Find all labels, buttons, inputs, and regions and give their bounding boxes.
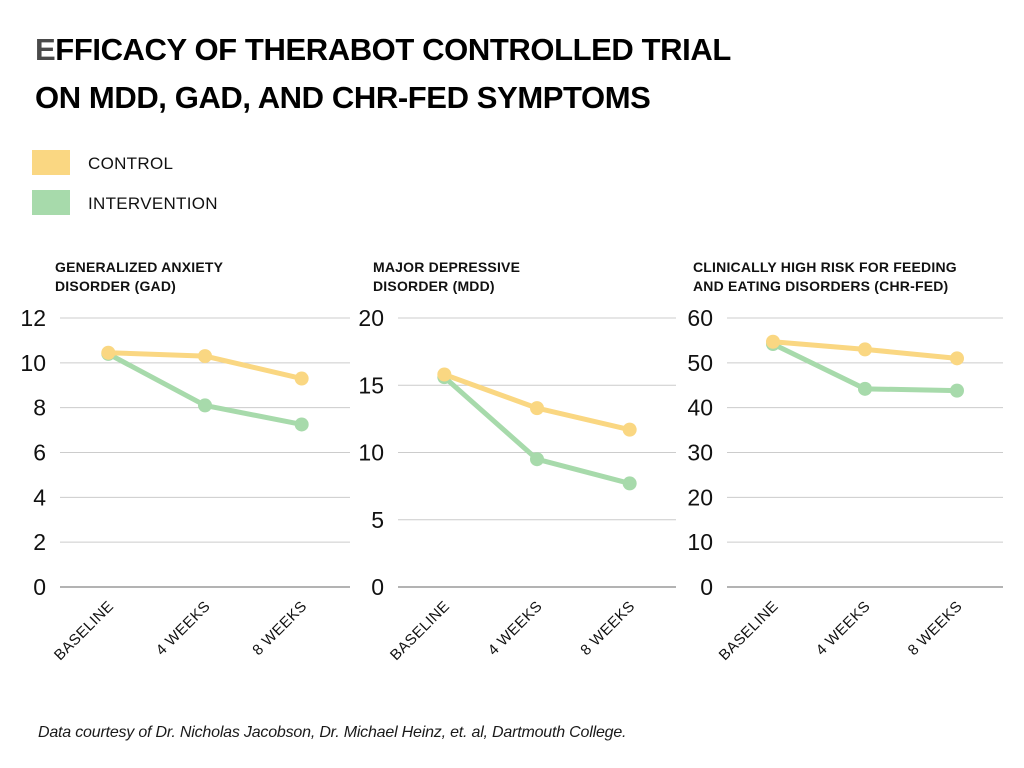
y-tick-label: 12 (20, 305, 46, 331)
x-tick-label: BASELINE (387, 598, 453, 664)
chart-mdd-title-line-2: DISORDER (MDD) (373, 278, 495, 294)
y-tick-label: 0 (700, 574, 713, 600)
series-line-intervention (441, 374, 633, 486)
data-point-control (950, 351, 964, 366)
y-tick-label: 0 (33, 574, 46, 600)
series-line-intervention (105, 351, 305, 427)
y-tick-label: 10 (688, 529, 713, 555)
y-tick-label: 20 (688, 484, 713, 510)
y-tick-label: 5 (371, 507, 384, 533)
y-tick-label: 20 (358, 305, 384, 331)
page-title-line-1: EFFICACY OF THERABOT CONTROLLED TRIAL (35, 32, 731, 67)
chart-mdd-title: MAJOR DEPRESSIVE DISORDER (MDD) (373, 258, 520, 296)
data-point-control (766, 334, 780, 349)
chart-mdd-plot: 0 5 10 15 20 BASELINE 4 WEEKS 8 WEEKS (358, 305, 676, 664)
chart-gad-title: GENERALIZED ANXIETY DISORDER (GAD) (55, 258, 223, 296)
chart-chrfed-title-line-2: AND EATING DISORDERS (CHR-FED) (693, 278, 949, 294)
legend-label-control: CONTROL (88, 154, 174, 173)
data-point-intervention (530, 452, 544, 467)
legend-label-intervention: INTERVENTION (88, 194, 218, 213)
page-title-line-2: ON MDD, GAD, AND CHR-FED SYMPTOMS (35, 80, 651, 115)
chart-chrfed-title: CLINICALLY HIGH RISK FOR FEEDING AND EAT… (693, 258, 957, 296)
x-tick-label: 8 WEEKS (905, 598, 966, 659)
y-tick-label: 2 (33, 529, 46, 555)
data-point-control (437, 367, 452, 382)
y-tick-label: 60 (688, 305, 713, 331)
y-tick-label: 4 (33, 484, 46, 510)
data-point-intervention (198, 398, 212, 413)
chart-gad-plot: 0 2 4 6 8 10 12 BASELINE 4 WEEKS 8 WEEKS (20, 305, 350, 664)
chart-gad: GENERALIZED ANXIETY DISORDER (GAD) 0 2 4 6 8… (0, 240, 352, 700)
intervention-color-swatch (32, 190, 70, 215)
chart-mdd-title-line-1: MAJOR DEPRESSIVE (373, 259, 521, 275)
data-point-intervention (950, 383, 964, 398)
page-title: EFFICACY OF THERABOT CONTROLLED TRIAL ON… (35, 26, 731, 122)
data-attribution: Data courtesy of Dr. Nicholas Jacobson, … (38, 724, 627, 741)
data-point-control (858, 342, 872, 357)
y-tick-label: 30 (688, 440, 713, 466)
x-tick-label: 8 WEEKS (249, 598, 310, 659)
y-tick-label: 10 (20, 350, 46, 376)
chart-gad-title-line-1: GENERALIZED ANXIETY (55, 259, 224, 275)
data-point-intervention (294, 417, 309, 432)
data-point-control (294, 371, 309, 386)
chart-chrfed-plot: 0 10 20 30 40 50 60 BASELINE 4 WEEKS 8 WEEKS (688, 305, 1003, 664)
data-point-control (622, 422, 637, 437)
x-tick-label: BASELINE (716, 598, 782, 664)
y-tick-label: 15 (358, 372, 384, 398)
y-tick-label: 6 (33, 440, 46, 466)
x-tick-label: 8 WEEKS (577, 598, 638, 659)
x-tick-label: 4 WEEKS (813, 598, 874, 659)
chart-gad-title-line-2: DISORDER (GAD) (55, 278, 177, 294)
data-point-control (198, 349, 212, 364)
chart-mdd: MAJOR DEPRESSIVE DISORDER (MDD) 0 5 10 15 20… (352, 240, 688, 700)
x-tick-label: 4 WEEKS (485, 598, 546, 659)
data-point-intervention (622, 476, 637, 491)
y-tick-label: 50 (688, 350, 713, 376)
x-tick-label: BASELINE (51, 598, 117, 664)
y-tick-label: 0 (371, 574, 384, 600)
y-tick-label: 8 (33, 395, 46, 421)
data-point-control (530, 401, 544, 416)
x-tick-label: 4 WEEKS (153, 598, 214, 659)
data-point-control (101, 345, 116, 360)
y-tick-label: 40 (688, 395, 713, 421)
control-color-swatch (32, 150, 70, 175)
chart-chrfed-title-line-1: CLINICALLY HIGH RISK FOR FEEDING (693, 259, 957, 275)
y-tick-label: 10 (358, 440, 384, 466)
data-point-intervention (858, 381, 872, 396)
chart-chrfed: CLINICALLY HIGH RISK FOR FEEDING AND EAT… (688, 240, 1024, 700)
